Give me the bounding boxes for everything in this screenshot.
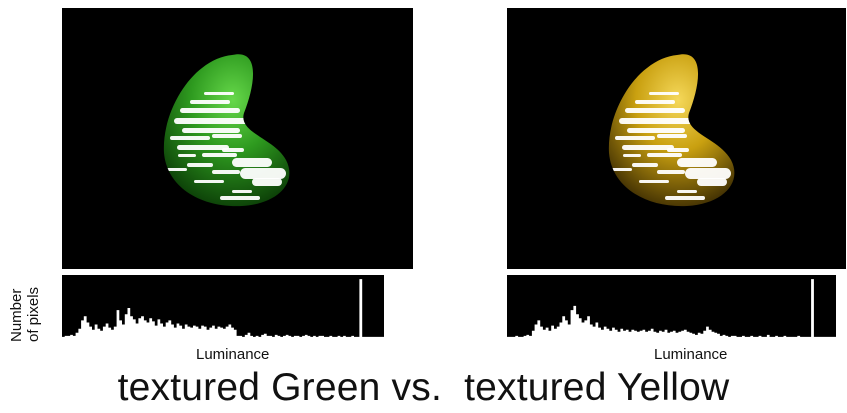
figure-caption: textured Green vs. textured Yellow	[117, 366, 730, 409]
green-textured-blob	[163, 54, 290, 207]
yellow-x-axis-label: Luminance	[654, 346, 728, 363]
yellow-luminance-histogram	[507, 275, 836, 339]
histogram-y-axis-label: Number of pixels	[3, 270, 43, 345]
blob-texture	[612, 92, 731, 200]
histogram-area	[62, 279, 384, 339]
yellow-render-panel	[507, 8, 846, 269]
yellow-textured-blob	[608, 54, 735, 207]
blob-texture	[167, 92, 286, 200]
green-x-axis-label: Luminance	[196, 346, 270, 363]
green-render-panel	[62, 8, 413, 269]
green-luminance-histogram	[62, 275, 384, 339]
y-label-line-1: Number	[8, 289, 25, 342]
y-label-line-2: of pixels	[25, 287, 42, 342]
histogram-area	[507, 279, 836, 339]
